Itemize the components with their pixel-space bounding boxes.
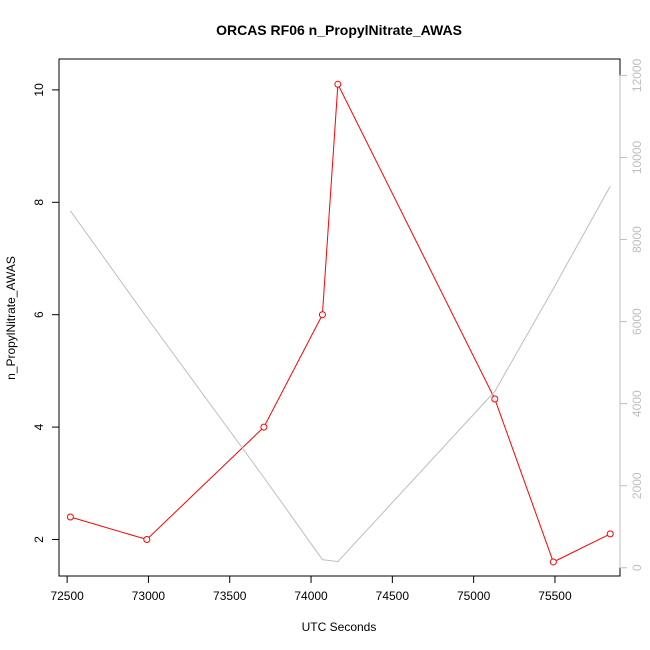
data-point (549, 558, 557, 566)
series-line-right (69, 185, 611, 563)
x-tick-label: 74500 (376, 589, 410, 603)
chart-title: ORCAS RF06 n_PropylNitrate_AWAS (216, 22, 462, 38)
data-point (318, 311, 326, 319)
y2-tick-label: 8000 (630, 226, 644, 253)
y-tick-label: 10 (32, 83, 46, 97)
plot-frame (58, 58, 621, 577)
data-point (334, 80, 342, 88)
y-axis-label: n_PropylNitrate_AWAS (4, 256, 18, 380)
x-axis: 72500 73000 73500 74000 74500 75000 75500 (50, 575, 572, 603)
y2-tick-label: 0 (630, 564, 644, 571)
series-line (70, 82, 611, 563)
y-tick-label: 2 (32, 536, 46, 543)
x-axis-label: UTC Seconds (302, 620, 377, 634)
x-tick-label: 74000 (294, 589, 328, 603)
data-point (143, 535, 151, 543)
y2-tick-label: 2000 (630, 472, 644, 499)
y-axis-left: 2 4 6 8 10 (32, 83, 60, 543)
x-tick-label: 75000 (457, 589, 491, 603)
data-point (66, 513, 74, 521)
y2-tick-label: 12000 (630, 58, 644, 92)
x-tick-label: 73500 (213, 589, 247, 603)
x-tick-label: 72500 (50, 589, 84, 603)
y2-tick-label: 4000 (630, 390, 644, 417)
y2-tick-label: 10000 (630, 140, 644, 174)
data-point (606, 530, 614, 538)
data-point (491, 395, 499, 403)
x-tick-label: 73000 (132, 589, 166, 603)
x-tick-label: 75500 (538, 589, 572, 603)
y-tick-label: 4 (32, 423, 46, 430)
y-tick-label: 6 (32, 311, 46, 318)
series-layer (66, 80, 614, 566)
data-point (260, 423, 268, 431)
y-axis-right: 0 2000 4000 6000 8000 10000 12000 (619, 58, 644, 571)
y2-tick-label: 6000 (630, 308, 644, 335)
y-tick-label: 8 (32, 199, 46, 206)
